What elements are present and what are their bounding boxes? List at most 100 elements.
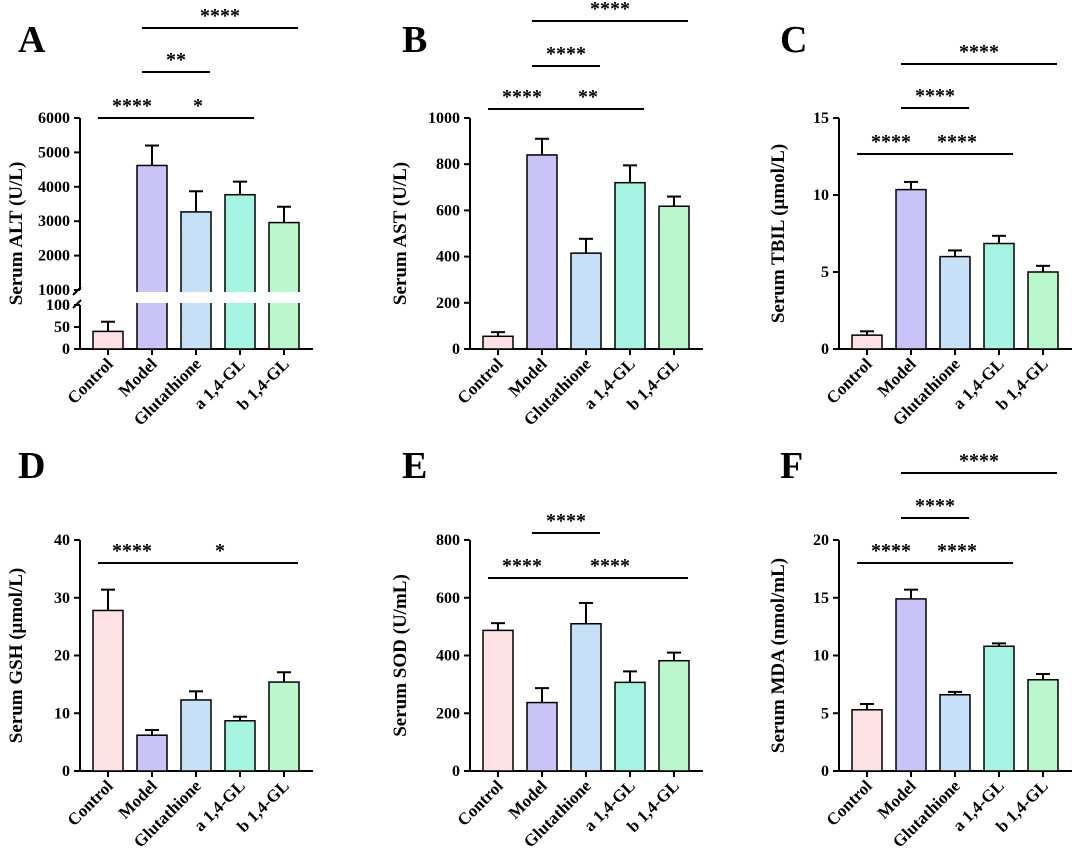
significance-label: **** — [502, 555, 542, 577]
bar — [895, 188, 927, 350]
bar — [136, 734, 168, 772]
bar — [268, 221, 300, 350]
bar-group: Model — [874, 588, 927, 823]
significance-bracket: * — [142, 540, 298, 564]
y-tick-label: 4000 — [38, 179, 70, 196]
significance-label: **** — [915, 85, 955, 107]
x-tick-label: Control — [64, 776, 117, 829]
significance-label: **** — [590, 555, 630, 577]
bar-group: Model — [874, 180, 927, 401]
y-tick-label: 800 — [436, 532, 460, 549]
significance-label: **** — [112, 540, 152, 562]
significance-bracket: **** — [901, 131, 1013, 155]
bar — [939, 255, 971, 350]
y-tick-label: 600 — [436, 202, 460, 219]
significance-label: **** — [937, 131, 977, 153]
significance-bracket: **** — [857, 540, 925, 564]
panel-letter-d: D — [18, 445, 45, 487]
bar — [570, 622, 602, 772]
significance-bracket: ** — [142, 49, 210, 73]
y-tick-label: 10 — [54, 705, 70, 722]
panel-f: F 0 5 10 15 20 Serum MDA (nmol/mL) ControlModel… — [768, 445, 1072, 851]
significance-bracket: **** — [488, 86, 556, 110]
significance-bracket: **** — [98, 540, 166, 564]
y-tick-label: 0 — [821, 763, 829, 780]
bar-group: Control — [823, 330, 883, 408]
bar — [136, 164, 168, 350]
bar — [939, 694, 971, 772]
panel-letter-a: A — [18, 19, 46, 61]
significance-label: * — [193, 95, 203, 117]
y-tick-label: 20 — [54, 648, 70, 665]
significance-label: **** — [546, 510, 586, 532]
y-tick-label: 5000 — [38, 144, 70, 161]
y-tick-label: 1000 — [428, 110, 460, 127]
y-tick-label: 0 — [821, 341, 829, 358]
panel-b: B 0 200 400 600 800 1000 Serum AST (U/L) Control… — [390, 0, 703, 429]
bar-group: Control — [454, 331, 514, 408]
x-tick-label: Control — [823, 354, 876, 407]
significance-label: **** — [937, 540, 977, 562]
y-tick-label: 200 — [436, 295, 460, 312]
bar — [851, 709, 883, 772]
bar — [92, 330, 124, 350]
bar — [482, 335, 514, 350]
significance-label: **** — [959, 450, 999, 472]
significance-bracket: **** — [488, 555, 556, 579]
bar — [526, 154, 558, 350]
x-tick-label: Control — [823, 776, 876, 829]
y-tick-label: 0 — [452, 763, 460, 780]
bar — [482, 629, 514, 772]
y-tick-label: 400 — [436, 249, 460, 266]
significance-bracket: **** — [532, 0, 688, 22]
bar-group: Model — [505, 137, 558, 401]
panel-letter-f: F — [780, 445, 803, 487]
panel-letter-b: B — [402, 19, 427, 61]
significance-label: ** — [578, 86, 598, 108]
significance-bracket: **** — [857, 131, 925, 155]
significance-label: **** — [200, 5, 240, 27]
significance-label: **** — [546, 43, 586, 65]
bar — [614, 181, 646, 350]
y-tick-label: 100 — [46, 297, 70, 314]
y-axis-label: Serum ALT (U/L) — [6, 162, 27, 306]
y-axis-label: Serum SOD (U/mL) — [390, 574, 411, 737]
y-tick-label: 200 — [436, 705, 460, 722]
significance-label: **** — [915, 495, 955, 517]
y-tick-label: 50 — [54, 319, 70, 336]
y-tick-label: 6000 — [38, 110, 70, 127]
y-axis-label: Serum TBIL (μmol/L) — [768, 144, 789, 323]
significance-bracket: **** — [901, 85, 969, 109]
bar — [268, 681, 300, 772]
bar — [983, 645, 1015, 772]
significance-bracket: **** — [98, 95, 166, 119]
x-tick-label: Control — [454, 354, 507, 407]
bar-group: Control — [64, 588, 124, 830]
axis-break-gap — [83, 292, 316, 303]
y-tick-label: 800 — [436, 156, 460, 173]
y-axis-label: Serum AST (U/L) — [390, 162, 411, 305]
bar — [658, 205, 690, 350]
significance-label: **** — [590, 0, 630, 20]
bar — [851, 334, 883, 350]
x-tick-label: Control — [454, 776, 507, 829]
y-tick-label: 0 — [452, 341, 460, 358]
bar-group: Model — [115, 144, 168, 401]
significance-bracket: **** — [532, 510, 600, 534]
significance-label: **** — [502, 86, 542, 108]
significance-bracket: **** — [901, 495, 969, 519]
significance-bracket: ** — [532, 86, 644, 110]
bar-group: Control — [823, 703, 883, 830]
bar — [92, 609, 124, 772]
y-tick-label: 5 — [821, 705, 829, 722]
significance-bracket: **** — [901, 450, 1057, 474]
significance-label: * — [215, 540, 225, 562]
bar-group: Control — [64, 320, 124, 408]
bar — [1027, 679, 1059, 772]
bar — [224, 720, 256, 772]
y-tick-label: 3000 — [38, 213, 70, 230]
y-tick-label: 15 — [813, 110, 829, 127]
